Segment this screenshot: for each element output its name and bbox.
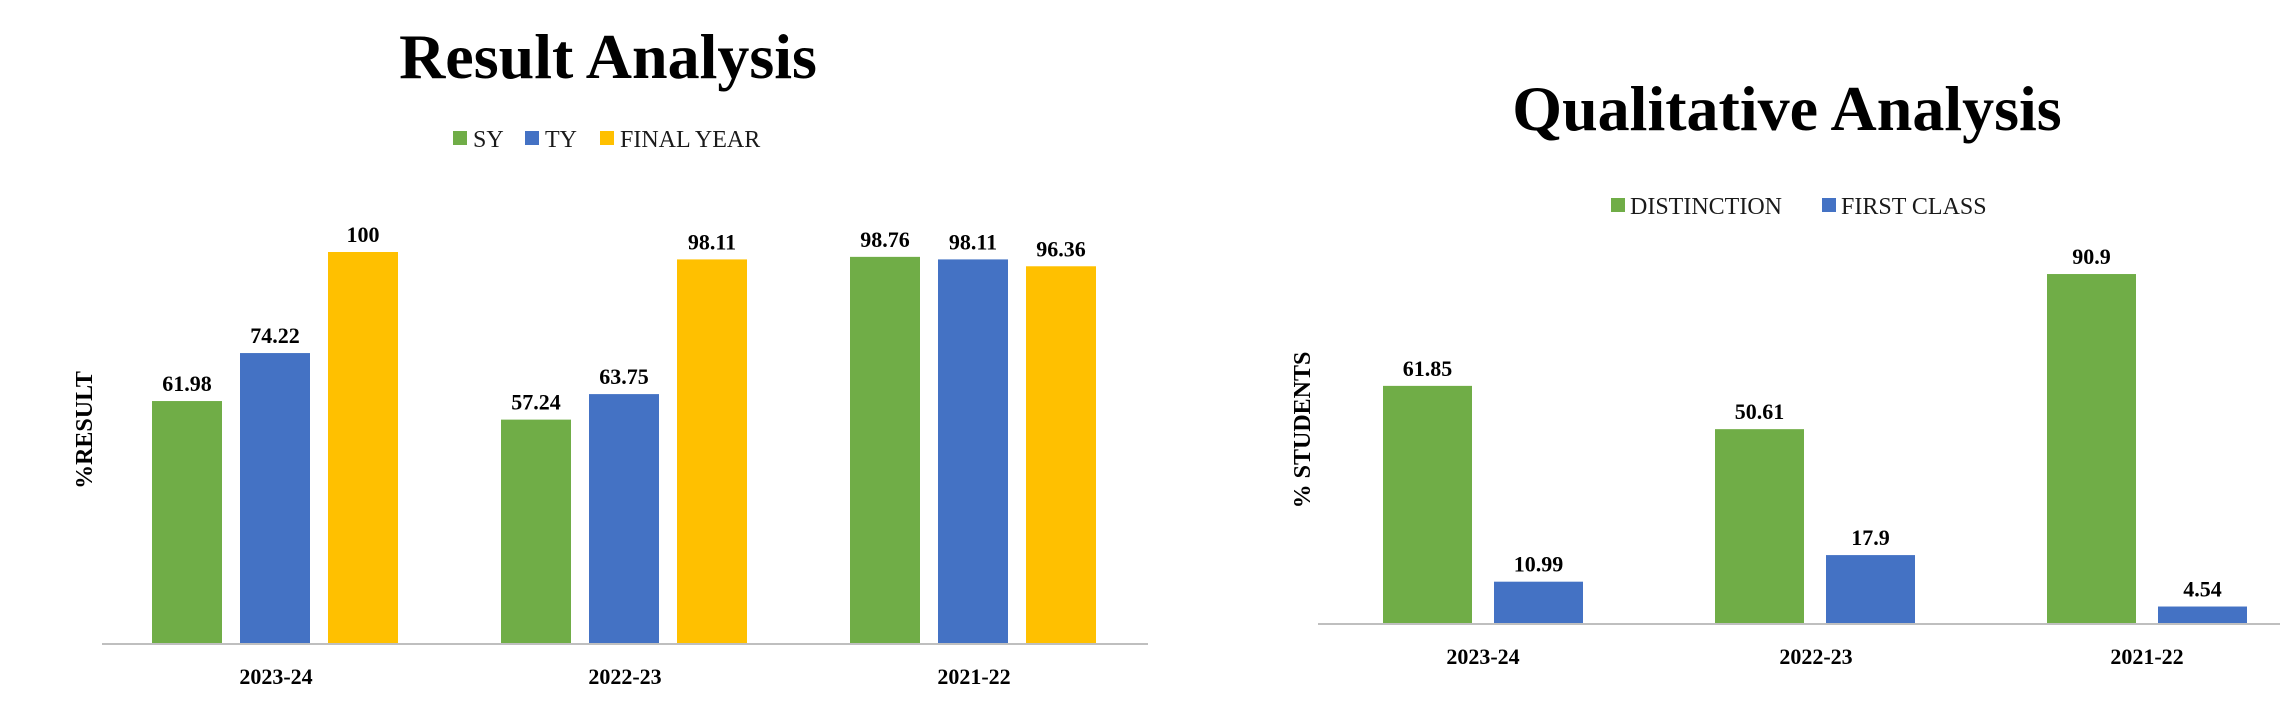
legend-swatch-final-year xyxy=(600,131,614,145)
data-label-distinction-2021-22: 90.9 xyxy=(2072,244,2111,269)
y-axis-label: %RESULT xyxy=(72,371,98,489)
x-tick-label-2023-24: 2023-24 xyxy=(239,664,312,689)
data-label-final-year-2021-22: 96.36 xyxy=(1036,236,1086,261)
legend-swatch-distinction xyxy=(1611,198,1625,212)
bar-ty-2022-23 xyxy=(589,394,659,644)
legend-label-ty: TY xyxy=(545,127,577,153)
x-tick-label-2022-23: 2022-23 xyxy=(588,664,661,689)
legend-label-sy: SY xyxy=(473,127,504,153)
y-axis-label: % STUDENTS xyxy=(1290,352,1316,509)
bar-sy-2022-23 xyxy=(501,419,571,644)
x-tick-label-2022-23: 2022-23 xyxy=(1779,644,1852,669)
legend: SY TY FINAL YEAR xyxy=(453,127,760,153)
data-label-ty-2023-24: 74.22 xyxy=(250,323,300,348)
bar-distinction-2022-23 xyxy=(1715,429,1804,624)
x-tick-label-2021-22: 2021-22 xyxy=(937,664,1010,689)
data-label-sy-2021-22: 98.76 xyxy=(860,227,910,252)
data-label-first-class-2023-24: 10.99 xyxy=(1514,552,1564,577)
legend-item-ty: TY xyxy=(525,127,577,153)
bar-final-year-2021-22 xyxy=(1026,266,1096,644)
result-analysis-chart: Result Analysis SY TY FINAL YEAR %RESULT… xyxy=(72,21,1148,689)
x-axis-ticks: 2023-24 2022-23 2021-22 xyxy=(1446,644,2183,669)
bar-first-class-2021-22 xyxy=(2158,606,2247,624)
x-tick-label-2023-24: 2023-24 xyxy=(1446,644,1519,669)
bars-group xyxy=(1383,274,2247,624)
data-label-sy-2022-23: 57.24 xyxy=(511,390,561,415)
data-label-final-year-2023-24: 100 xyxy=(347,222,380,247)
legend-item-sy: SY xyxy=(453,127,504,153)
bar-ty-2023-24 xyxy=(240,353,310,644)
chart-title: Result Analysis xyxy=(399,21,817,92)
data-label-distinction-2023-24: 61.85 xyxy=(1403,356,1453,381)
bar-final-year-2023-24 xyxy=(328,252,398,644)
chart-title: Qualitative Analysis xyxy=(1512,73,2061,144)
legend-item-final-year: FINAL YEAR xyxy=(600,127,760,153)
bar-sy-2023-24 xyxy=(152,401,222,644)
bar-distinction-2021-22 xyxy=(2047,274,2136,624)
bar-first-class-2023-24 xyxy=(1494,581,1583,624)
legend-swatch-ty xyxy=(525,131,539,145)
data-label-ty-2021-22: 98.11 xyxy=(949,229,997,254)
bar-final-year-2022-23 xyxy=(677,259,747,644)
data-labels-group: 61.98 74.22 100 57.24 63.75 98.11 98.76 98.11 96… xyxy=(162,222,1086,415)
qualitative-analysis-chart: Qualitative Analysis DISTINCTION FIRST C… xyxy=(1290,73,2280,669)
x-tick-label-2021-22: 2021-22 xyxy=(2110,644,2183,669)
data-labels-group: 61.85 10.99 50.61 17.9 90.9 4.54 xyxy=(1403,244,2222,601)
data-label-final-year-2022-23: 98.11 xyxy=(688,229,736,254)
legend-item-first-class: FIRST CLASS xyxy=(1822,194,1987,220)
data-label-first-class-2022-23: 17.9 xyxy=(1851,525,1890,550)
x-axis-ticks: 2023-24 2022-23 2021-22 xyxy=(239,664,1010,689)
data-label-distinction-2022-23: 50.61 xyxy=(1735,399,1785,424)
bar-sy-2021-22 xyxy=(850,256,920,644)
bar-distinction-2023-24 xyxy=(1383,385,1472,624)
legend-swatch-sy xyxy=(453,131,467,145)
legend-label-distinction: DISTINCTION xyxy=(1630,194,1782,220)
legend-swatch-first-class xyxy=(1822,198,1836,212)
legend-label-final-year: FINAL YEAR xyxy=(620,127,760,153)
data-label-first-class-2021-22: 4.54 xyxy=(2183,577,2222,602)
legend: DISTINCTION FIRST CLASS xyxy=(1611,194,1987,220)
legend-item-distinction: DISTINCTION xyxy=(1611,194,1782,220)
data-label-sy-2023-24: 61.98 xyxy=(162,371,212,396)
bars-group xyxy=(152,252,1096,644)
bar-first-class-2022-23 xyxy=(1826,555,1915,624)
legend-label-first-class: FIRST CLASS xyxy=(1841,194,1987,220)
data-label-ty-2022-23: 63.75 xyxy=(599,364,649,389)
bar-ty-2021-22 xyxy=(938,259,1008,644)
